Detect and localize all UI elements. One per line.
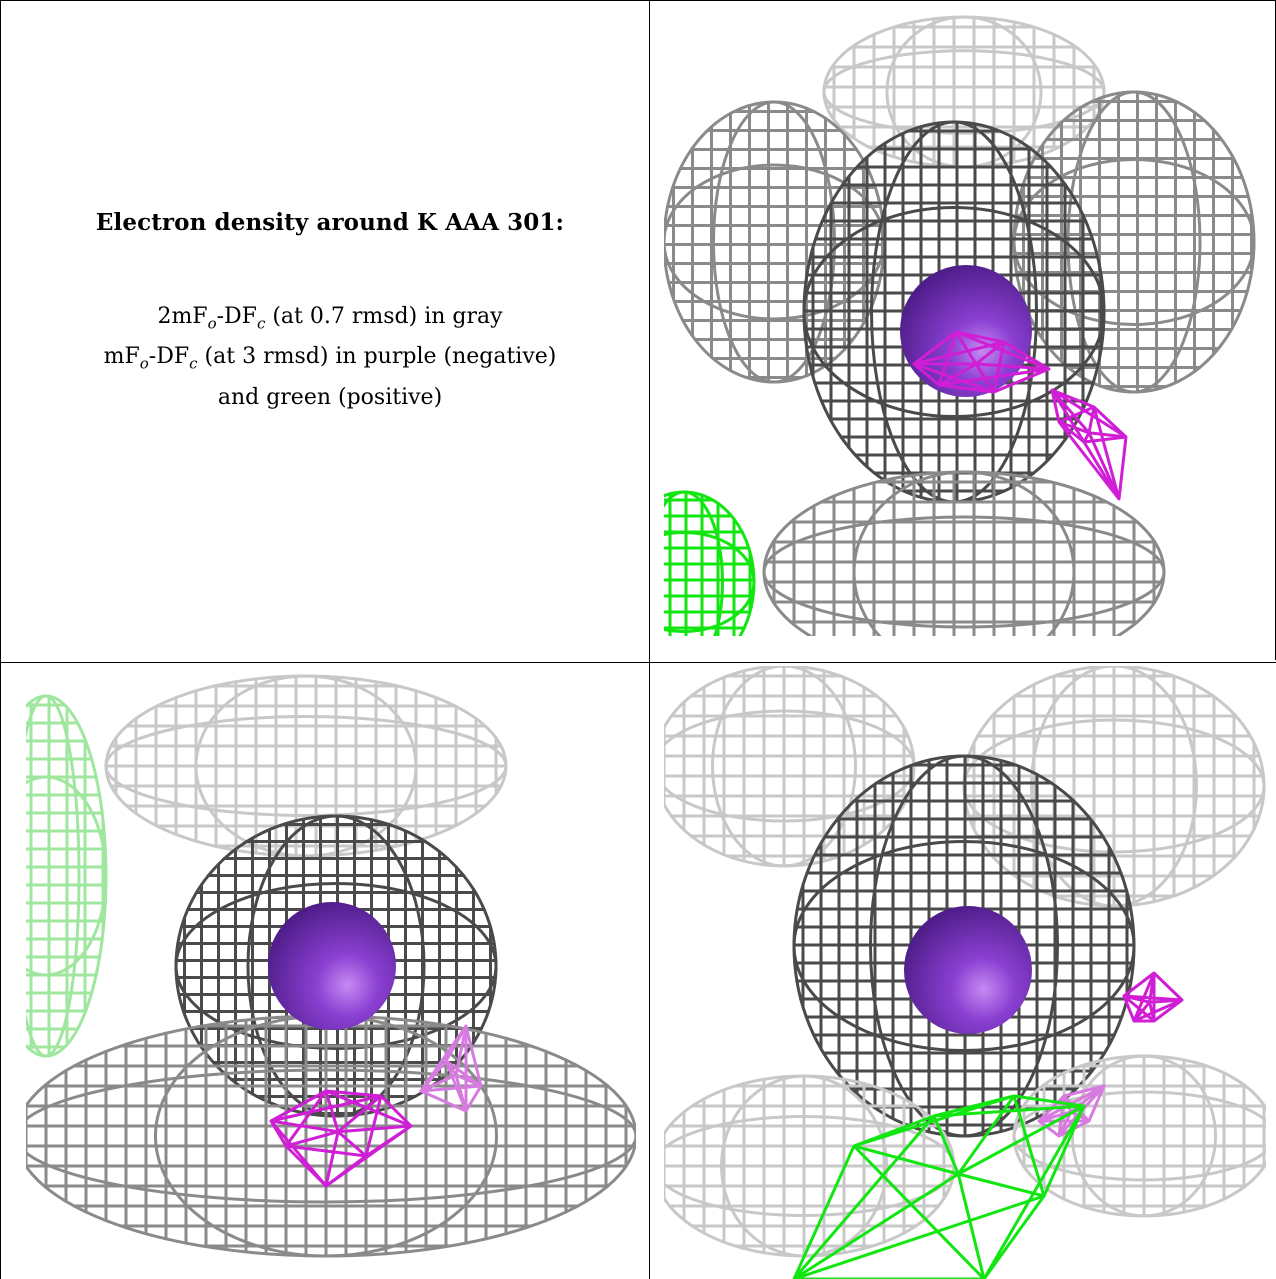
purple-mesh-1 bbox=[1122, 971, 1184, 1023]
green-mesh-faint bbox=[26, 694, 108, 1058]
potassium-atom bbox=[268, 902, 396, 1030]
purple-mesh-2 bbox=[419, 1024, 483, 1113]
legend-text: 2mFo-DFc (at 0.7 rmsd) in gray mFo-DFc (… bbox=[104, 300, 557, 415]
caption-title: Electron density around K AAA 301: bbox=[95, 209, 565, 236]
gray-mesh-bottom bbox=[762, 470, 1166, 636]
table-border-top bbox=[0, 0, 1276, 1]
legend-line-green: and green (positive) bbox=[217, 384, 443, 410]
density-render-1 bbox=[664, 15, 1256, 636]
purple-mesh-2 bbox=[1050, 388, 1128, 501]
gray-mesh-top-right bbox=[962, 666, 1266, 908]
caption-cell: Electron density around K AAA 301: 2mFo-… bbox=[12, 12, 648, 660]
table-border-left bbox=[0, 0, 1, 1279]
green-mesh bbox=[792, 1094, 1086, 1279]
gray-mesh-top bbox=[104, 674, 508, 858]
gray-mesh-right bbox=[1012, 90, 1256, 394]
legend-line-2mfo: 2mFo-DFc (at 0.7 rmsd) in gray bbox=[157, 304, 503, 333]
green-mesh bbox=[664, 490, 756, 636]
density-view-bottom-right bbox=[664, 666, 1266, 1279]
table-divider-vertical bbox=[649, 0, 650, 1279]
gray-mesh-left bbox=[664, 100, 886, 384]
gray-mesh-bottom-left bbox=[664, 1074, 956, 1258]
density-render-3 bbox=[664, 666, 1266, 1279]
gray-mesh-bottom-right bbox=[1012, 1054, 1266, 1218]
potassium-atom bbox=[900, 265, 1032, 397]
legend-line-mfo: mFo-DFc (at 3 rmsd) in purple (negative) bbox=[103, 344, 557, 373]
density-render-2 bbox=[26, 674, 636, 1258]
density-view-top-right bbox=[664, 12, 1266, 636]
purple-mesh-1 bbox=[269, 1089, 413, 1188]
density-view-bottom-left bbox=[26, 666, 636, 1279]
potassium-atom bbox=[904, 906, 1032, 1034]
table-divider-horizontal bbox=[0, 662, 1276, 663]
purple-mesh-1 bbox=[912, 330, 1051, 394]
gray-mesh-bottom bbox=[26, 1014, 636, 1258]
